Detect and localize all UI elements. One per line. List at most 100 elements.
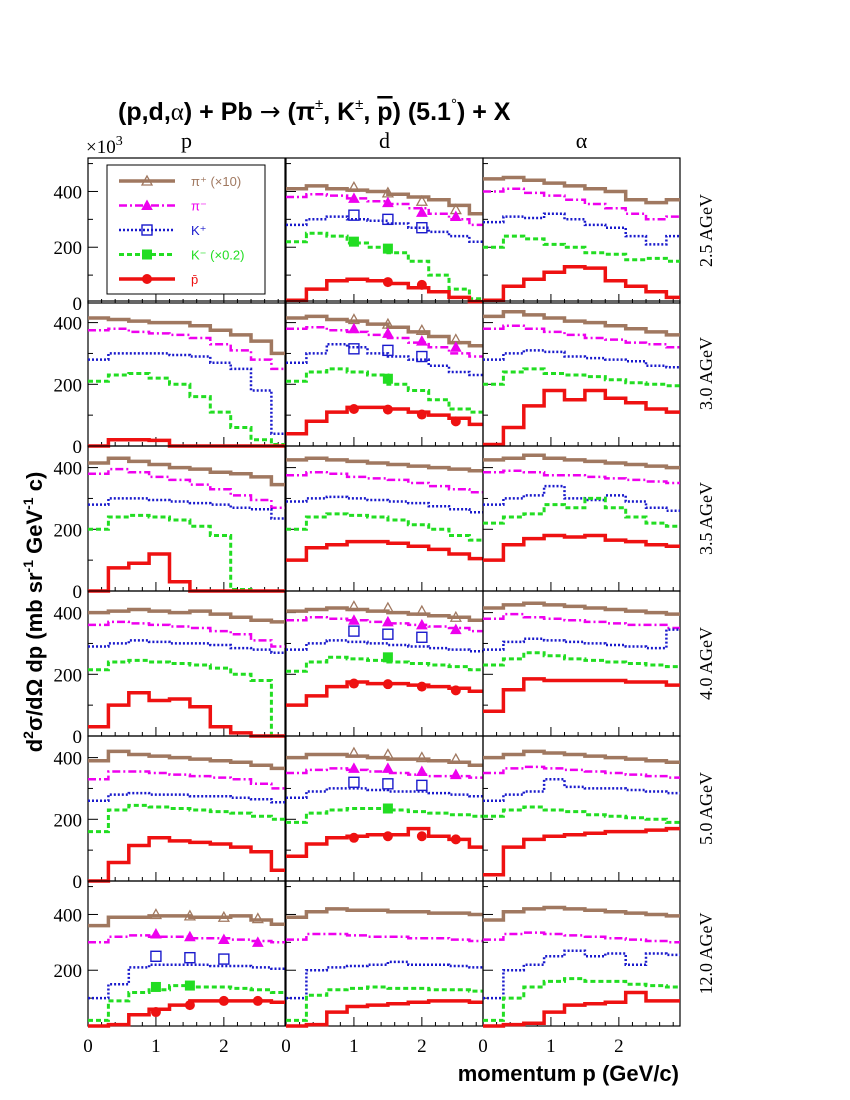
marker-pbar bbox=[218, 995, 229, 1006]
marker-piminus bbox=[218, 933, 230, 945]
column-title-1: d bbox=[379, 128, 390, 153]
histogram-kplus bbox=[88, 791, 285, 804]
y-tick-label: 200 bbox=[54, 810, 83, 831]
panel-r3-c0: 0 200 400 bbox=[54, 590, 286, 748]
marker-kplus bbox=[141, 224, 153, 236]
marker-kplus bbox=[348, 625, 360, 637]
row-label-1: 3.0 AGeV bbox=[696, 337, 716, 410]
marker-pbar bbox=[416, 409, 427, 420]
row-label-4: 5.0 AGeV bbox=[696, 772, 716, 845]
x-tick-label: 1 bbox=[546, 1036, 556, 1057]
y-axis-label: d2σ/dΩ dp (mb sr-1 GeV-1 c) bbox=[20, 472, 47, 753]
panel-r5-c0: 200 400 0 1 2 bbox=[54, 880, 286, 1057]
y-tick-label: 400 bbox=[54, 182, 83, 203]
histogram-piplus bbox=[286, 184, 483, 216]
panel-r2-c1 bbox=[285, 445, 484, 592]
y-tick-label: 0 bbox=[73, 437, 83, 458]
marker-piplus bbox=[415, 194, 428, 206]
marker-kplus bbox=[382, 778, 394, 790]
histogram-piminus bbox=[286, 615, 483, 633]
marker-piminus bbox=[449, 768, 462, 780]
y-tick-label: 400 bbox=[54, 749, 83, 770]
marker-piplus bbox=[381, 601, 395, 613]
x-tick-label: 0 bbox=[281, 1036, 291, 1057]
histogram-kplus bbox=[88, 963, 285, 1000]
marker-piminus bbox=[449, 623, 462, 635]
histogram-piminus bbox=[286, 470, 483, 494]
marker-piminus bbox=[348, 192, 360, 203]
marker-kplus bbox=[416, 350, 428, 363]
marker-piplus bbox=[415, 323, 428, 335]
histogram-piplus bbox=[483, 310, 680, 337]
marker-piminus bbox=[184, 930, 196, 942]
column-title-2: α bbox=[576, 128, 588, 153]
panel-r1-c1 bbox=[285, 300, 484, 447]
histogram-piplus bbox=[483, 601, 680, 616]
y-tick-label: 400 bbox=[54, 905, 83, 926]
marker-piplus bbox=[347, 746, 361, 758]
y-tick-label: 200 bbox=[54, 520, 83, 541]
histogram-piminus bbox=[88, 327, 285, 371]
histogram-kminus bbox=[88, 803, 285, 834]
panel-frame bbox=[482, 880, 681, 1027]
histogram-kplus bbox=[483, 628, 680, 651]
marker-piminus bbox=[416, 765, 428, 776]
marker-kminus bbox=[142, 249, 152, 260]
panel-frame bbox=[87, 880, 286, 1027]
histogram-kplus bbox=[286, 787, 483, 799]
histogram-kplus bbox=[483, 349, 680, 369]
marker-pbar bbox=[416, 681, 427, 692]
marker-piminus bbox=[449, 210, 462, 222]
panel-r2-c0: 0 200 400 bbox=[54, 445, 286, 603]
histogram-piminus bbox=[286, 767, 483, 779]
marker-piplus bbox=[347, 180, 361, 192]
marker-piminus bbox=[416, 335, 428, 346]
panel-frame bbox=[87, 157, 286, 304]
histogram-pbar bbox=[483, 990, 680, 1028]
histogram-piminus bbox=[483, 931, 680, 944]
x-tick-label: 0 bbox=[478, 1036, 488, 1057]
y-tick-label: 0 bbox=[73, 727, 83, 748]
row-label-2: 3.5 AGeV bbox=[696, 482, 716, 555]
panel-r5-c1: 0 1 2 bbox=[281, 880, 484, 1057]
marker-pbar bbox=[348, 832, 359, 843]
marker-piminus bbox=[382, 615, 394, 627]
marker-piminus bbox=[449, 341, 462, 352]
marker-piminus bbox=[382, 762, 394, 773]
histogram-kplus bbox=[286, 960, 483, 1000]
histogram-kplus bbox=[88, 639, 285, 654]
histogram-piplus bbox=[88, 607, 285, 624]
panel-r4-c1 bbox=[285, 735, 484, 882]
panel-r0-c2 bbox=[482, 157, 681, 304]
y-tick-label: 200 bbox=[54, 961, 83, 982]
marker-pbar bbox=[382, 277, 393, 288]
histogram-kminus bbox=[286, 231, 483, 301]
histogram-pbar bbox=[88, 552, 285, 593]
marker-kminus bbox=[184, 980, 195, 991]
marker-piplus bbox=[149, 908, 163, 920]
marker-pbar bbox=[450, 685, 461, 696]
y-tick-label: 400 bbox=[54, 314, 83, 335]
y-tick-label: 200 bbox=[54, 665, 83, 686]
histogram-kplus bbox=[286, 342, 483, 377]
marker-piminus bbox=[416, 618, 428, 630]
panel-r0-c1 bbox=[285, 157, 484, 304]
histogram-kminus bbox=[483, 367, 680, 388]
x-tick-label: 2 bbox=[614, 1036, 624, 1057]
marker-kminus bbox=[382, 652, 393, 663]
histogram-kminus bbox=[286, 985, 483, 1022]
histogram-pbar bbox=[483, 388, 680, 447]
histogram-kplus bbox=[483, 212, 680, 246]
marker-kminus bbox=[150, 981, 161, 992]
marker-pbar bbox=[382, 831, 393, 842]
x-axis-label: momentum p (GeV/c) bbox=[458, 1061, 679, 1086]
panel-r2-c2 bbox=[482, 445, 681, 592]
histogram-kplus bbox=[88, 352, 285, 435]
legend: π⁺ (×10) π⁻ K⁺ K⁻ (×0.2) p̄ bbox=[106, 164, 266, 295]
marker-piplus bbox=[415, 604, 428, 616]
histogram-kminus bbox=[88, 658, 285, 738]
panel-grid: p d α 2.5 AGeV 3.0 AGeV 3.5 AGeV 4.0 AGeV 5.0 A… bbox=[54, 128, 717, 1057]
histogram-kplus bbox=[483, 949, 680, 1000]
marker-piminus bbox=[416, 206, 428, 217]
histogram-piplus bbox=[286, 314, 483, 348]
